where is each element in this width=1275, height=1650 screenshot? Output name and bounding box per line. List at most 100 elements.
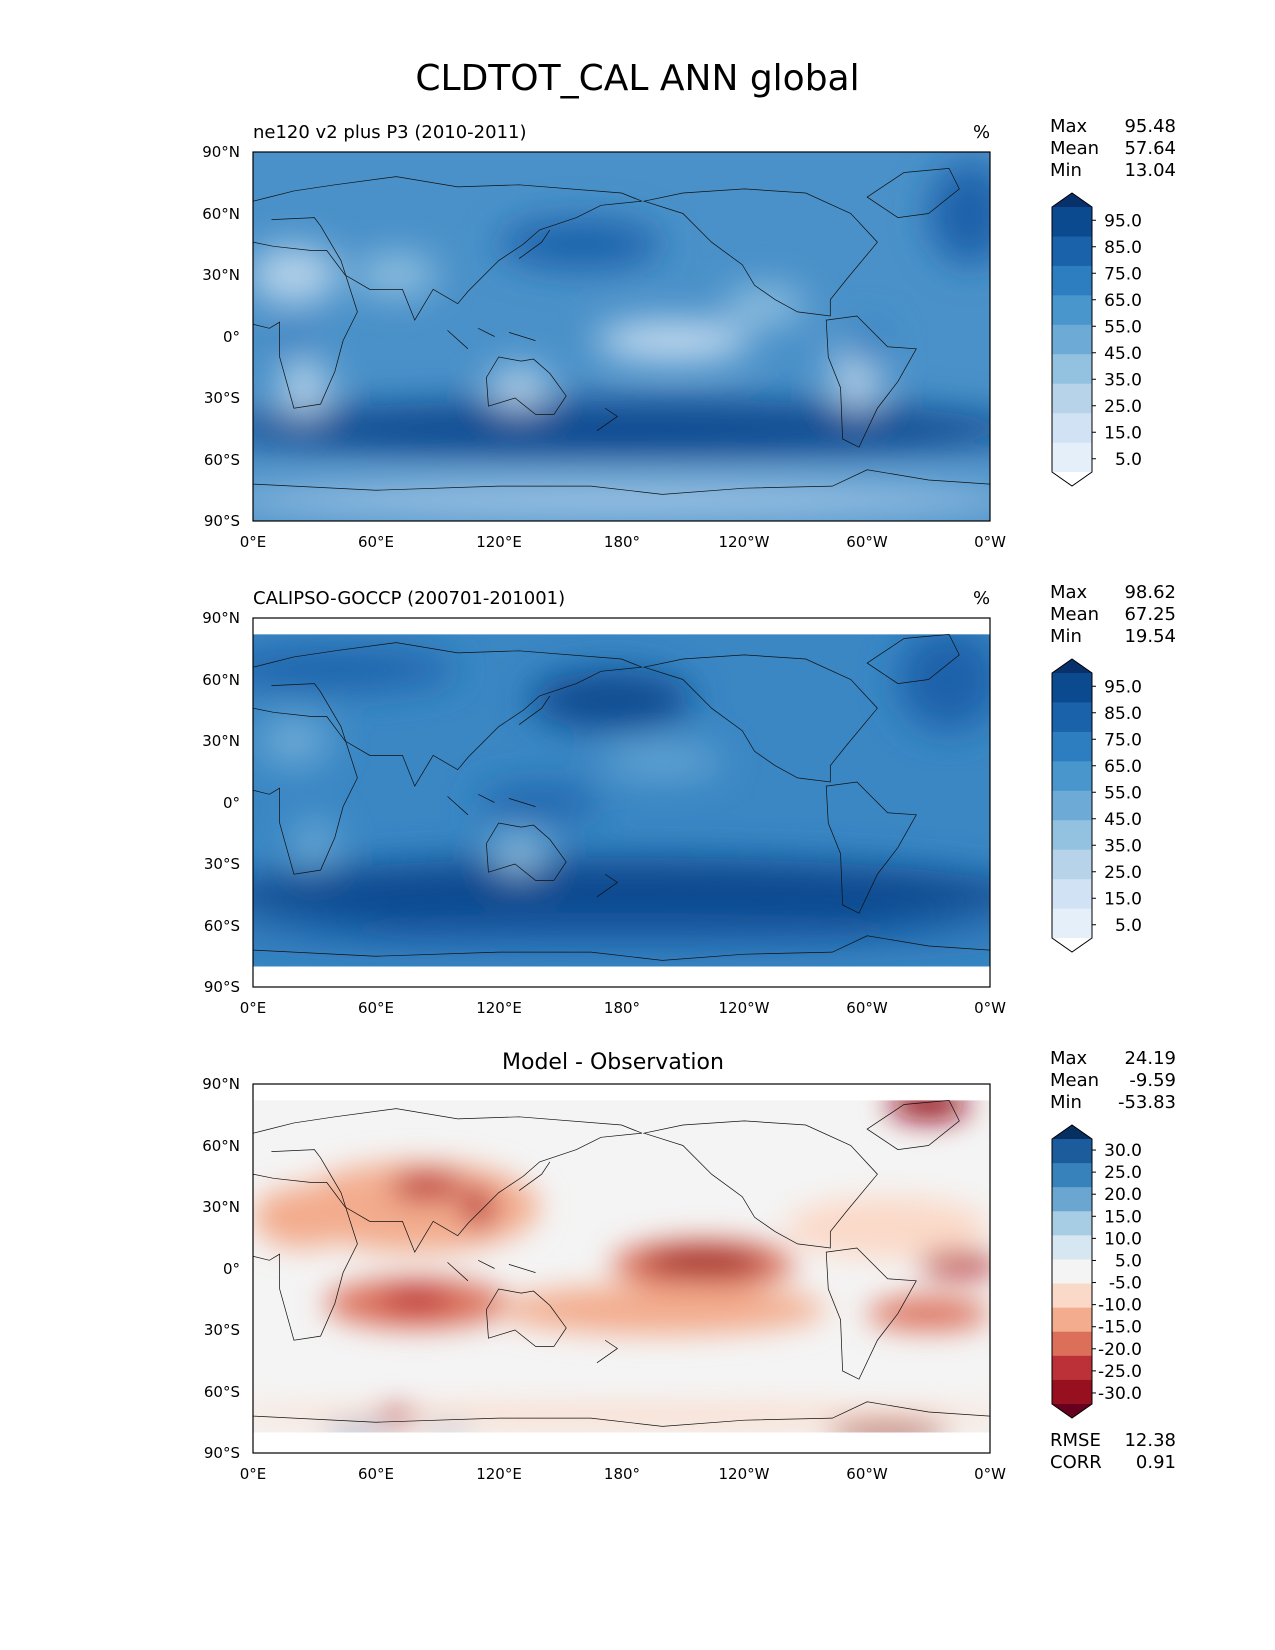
colorbar-tick-label: 5.0 [1115, 450, 1142, 470]
lon-tick-label: 60°E [358, 533, 394, 551]
panel-2-units: % [973, 588, 991, 609]
colorbar-extend-bottom [1052, 1404, 1092, 1418]
panel-2-lat-axis: 90°N 60°N 30°N 0° 30°S 60°S 90°S [202, 609, 240, 996]
corr-label: CORR [1050, 1452, 1102, 1473]
colorbar-extend-bottom [1052, 472, 1092, 486]
lat-tick-label: 60°S [204, 917, 240, 935]
lon-tick-label: 60°W [846, 1465, 888, 1483]
colorbar-band [1052, 702, 1092, 733]
colorbar-tick-label: 45.0 [1104, 810, 1142, 830]
colorbar-tick-label: -10.0 [1098, 1296, 1142, 1316]
colorbar-band [1052, 908, 1092, 939]
stat-mean-value: 67.25 [1124, 604, 1176, 625]
panel-2-map [252, 617, 991, 988]
lat-tick-label: 30°S [204, 855, 240, 873]
panel-3-map [252, 1083, 991, 1454]
colorbar-band [1052, 1379, 1092, 1405]
colorbar-band [1052, 354, 1092, 385]
colorbar-tick-label: 55.0 [1104, 783, 1142, 803]
figure-title: CLDTOT_CAL ANN global [415, 58, 860, 99]
colorbar-outline [1051, 192, 1093, 487]
colorbar-tick-label: 35.0 [1104, 370, 1142, 390]
colorbar-extend-top [1052, 659, 1092, 673]
lon-tick-label: 0°E [240, 999, 267, 1017]
stat-mean-label: Mean [1050, 604, 1100, 625]
lat-tick-label: 30°N [202, 266, 240, 284]
lat-tick-label: 90°N [202, 609, 240, 627]
stat-max-value: 98.62 [1124, 582, 1176, 603]
colorbar-tick-label: 10.0 [1104, 1229, 1142, 1249]
lat-tick-label: 60°S [204, 451, 240, 469]
colorbar-extend-bottom [1052, 938, 1092, 952]
lat-tick-label: 0° [223, 794, 240, 812]
colorbar-band [1052, 413, 1092, 444]
panel-1-lon-axis: 0°E 60°E 120°E 180° 120°W 60°W 0°W [240, 533, 1006, 551]
rmse-label: RMSE [1050, 1430, 1101, 1451]
lat-tick-label: 60°N [202, 205, 240, 223]
colorbar-tick-label: 5.0 [1115, 1251, 1142, 1271]
colorbar-band [1052, 761, 1092, 792]
stat-max-label: Max [1050, 1048, 1088, 1069]
colorbar-tick-label: 15.0 [1104, 889, 1142, 909]
panel-3-skill: RMSE 12.38 CORR 0.91 [1050, 1430, 1176, 1474]
lon-tick-label: 0°W [974, 1465, 1006, 1483]
colorbar-band [1052, 731, 1092, 762]
panel-1-title: ne120 v2 plus P3 (2010-2011) [253, 122, 527, 143]
colorbar-tick-label: 15.0 [1104, 1207, 1142, 1227]
colorbar-outline [1051, 658, 1093, 953]
panel-2-title: CALIPSO-GOCCP (200701-201001) [253, 588, 566, 609]
colorbar-tick-label: -30.0 [1098, 1384, 1142, 1404]
colorbar-band [1052, 820, 1092, 851]
lat-tick-label: 90°N [202, 143, 240, 161]
lon-tick-label: 180° [604, 1465, 640, 1483]
stat-min-label: Min [1050, 1092, 1082, 1113]
colorbar-band [1052, 1283, 1092, 1309]
colorbar-band [1052, 1331, 1092, 1357]
colorbar-outline [1051, 1124, 1093, 1419]
colorbar-tick-label: 85.0 [1104, 238, 1142, 258]
stat-max-label: Max [1050, 116, 1088, 137]
colorbar-extend-top [1052, 1125, 1092, 1139]
colorbar-band [1052, 236, 1092, 267]
colorbar-tick-label: 55.0 [1104, 317, 1142, 337]
lon-tick-label: 0°E [240, 533, 267, 551]
lon-tick-label: 120°W [719, 533, 770, 551]
colorbar-band [1052, 1187, 1092, 1212]
colorbar-tick-label: 25.0 [1104, 863, 1142, 883]
colorbar-panel-1: 95.0 85.0 75.0 65.0 55.0 45.0 35.0 25.0 15.0 5.0 [1051, 192, 1142, 487]
colorbar-band [1052, 879, 1092, 910]
colorbar-tick-label: 75.0 [1104, 264, 1142, 284]
lat-tick-label: 30°S [204, 1321, 240, 1339]
stat-max-label: Max [1050, 582, 1088, 603]
panel-3-lon-axis: 0°E 60°E 120°E 180° 120°W 60°W 0°W [240, 1465, 1006, 1483]
colorbar-tick-label: 25.0 [1104, 397, 1142, 417]
lat-tick-label: 90°N [202, 1075, 240, 1093]
lat-tick-label: 90°S [204, 1444, 240, 1462]
panel-1-stats: Max 95.48 Mean 57.64 Min 13.04 [1050, 116, 1176, 182]
lon-tick-label: 60°E [358, 1465, 394, 1483]
colorbar-panel-3: 30.025.020.015.010.05.0 -5.0-10.0-15.0-20… [1051, 1124, 1142, 1419]
stat-min-label: Min [1050, 160, 1082, 181]
colorbar-band [1052, 442, 1092, 473]
colorbar-tick-label: 15.0 [1104, 423, 1142, 443]
panel-3-lat-axis: 90°N 60°N 30°N 0° 30°S 60°S 90°S [202, 1075, 240, 1462]
lon-tick-label: 60°E [358, 999, 394, 1017]
colorbar-band [1052, 790, 1092, 821]
lat-tick-label: 60°N [202, 671, 240, 689]
rmse-value: 12.38 [1124, 1430, 1176, 1451]
lon-tick-label: 0°W [974, 999, 1006, 1017]
panel-3-stats: Max 24.19 Mean -9.59 Min -53.83 [1050, 1048, 1176, 1114]
colorbar-tick-label: 65.0 [1104, 757, 1142, 777]
lat-tick-label: 90°S [204, 512, 240, 530]
panel-1-units: % [973, 122, 991, 143]
colorbar-tick-label: -15.0 [1098, 1318, 1142, 1338]
colorbar-band [1052, 265, 1092, 296]
stat-min-value: 19.54 [1124, 626, 1176, 647]
colorbar-tick-label: 65.0 [1104, 291, 1142, 311]
lon-tick-label: 60°W [846, 533, 888, 551]
colorbar-band [1052, 383, 1092, 414]
stat-mean-value: 57.64 [1124, 138, 1176, 159]
corr-value: 0.91 [1135, 1452, 1176, 1473]
colorbar-band [1052, 1139, 1092, 1164]
